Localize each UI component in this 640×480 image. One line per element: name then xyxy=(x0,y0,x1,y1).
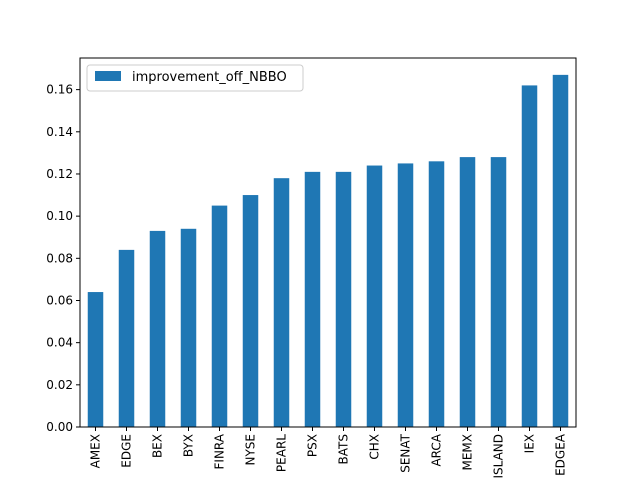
axes-frame xyxy=(79,57,577,428)
x-tick-label-finra: FINRA xyxy=(213,433,227,469)
y-tick-label: 0.16 xyxy=(46,83,73,97)
x-tick-label-nyse: NYSE xyxy=(244,434,258,466)
x-tick-label-iex: IEX xyxy=(523,434,537,453)
x-tick-label-chx: CHX xyxy=(368,434,382,460)
x-tick-label-psx: PSX xyxy=(306,434,320,457)
bar-island xyxy=(490,157,507,428)
x-tick-label-island: ISLAND xyxy=(492,434,506,479)
bar-senat xyxy=(397,163,414,427)
y-tick-label: 0.06 xyxy=(46,293,73,307)
y-tick-label: 0.12 xyxy=(46,167,73,181)
y-tick-label: 0.00 xyxy=(46,420,73,434)
bar-amex xyxy=(87,292,104,427)
y-tick-label: 0.14 xyxy=(46,125,73,139)
bar-pearl xyxy=(273,178,290,427)
y-tick-label: 0.04 xyxy=(46,336,73,350)
plot-area xyxy=(87,74,569,428)
x-tick-label-amex: AMEX xyxy=(89,434,103,468)
legend-label: improvement_off_NBBO xyxy=(132,70,287,85)
legend-swatch xyxy=(95,71,121,81)
x-tick-label-bex: BEX xyxy=(151,434,165,458)
x-tick-label-bats: BATS xyxy=(337,434,351,464)
bar-chx xyxy=(366,165,383,427)
bar-psx xyxy=(304,171,321,427)
bar-arca xyxy=(428,161,445,427)
x-tick-label-memx: MEMX xyxy=(461,434,475,471)
y-axis: 0.00 0.02 0.04 0.06 0.08 0.10 0.12 0.14 0.16 xyxy=(46,83,80,434)
x-tick-label-byx: BYX xyxy=(182,434,196,457)
x-tick-label-edge: EDGE xyxy=(120,434,134,468)
y-tick-label: 0.02 xyxy=(46,378,73,392)
x-tick-label-senat: SENAT xyxy=(399,433,413,472)
bar-bats xyxy=(335,171,352,427)
bar-edgea xyxy=(552,74,569,428)
y-tick-label: 0.08 xyxy=(46,251,73,265)
y-tick-label: 0.10 xyxy=(46,209,73,223)
x-tick-label-arca: ARCA xyxy=(430,433,444,466)
x-axis: AMEX EDGE BEX BYX FINRA NYSE PEARL PSX BATS CHX SE… xyxy=(89,427,568,479)
bar-iex xyxy=(521,85,538,427)
x-tick-label-pearl: PEARL xyxy=(275,434,289,472)
legend-box xyxy=(86,64,304,92)
bar-bex xyxy=(149,230,166,427)
bar-finra xyxy=(211,205,228,427)
bar-edge xyxy=(118,249,135,427)
x-tick-label-edgea: EDGEA xyxy=(554,433,568,476)
bar-memx xyxy=(459,157,476,428)
bar-byx xyxy=(180,228,197,427)
bar-nyse xyxy=(242,195,259,427)
legend: improvement_off_NBBO xyxy=(86,64,304,92)
